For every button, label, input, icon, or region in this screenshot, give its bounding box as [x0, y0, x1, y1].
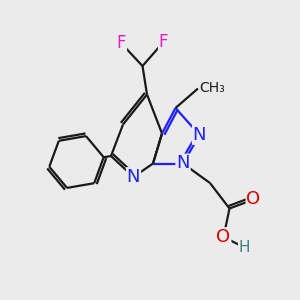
Text: CH₃: CH₃	[200, 82, 225, 95]
Text: O: O	[216, 228, 231, 246]
Text: F: F	[117, 34, 126, 52]
Text: F: F	[159, 33, 168, 51]
Text: H: H	[239, 240, 250, 255]
Text: N: N	[193, 126, 206, 144]
Text: N: N	[176, 154, 190, 172]
Text: N: N	[127, 168, 140, 186]
Text: O: O	[246, 190, 261, 208]
